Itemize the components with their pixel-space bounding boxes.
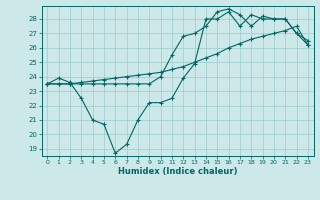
X-axis label: Humidex (Indice chaleur): Humidex (Indice chaleur)	[118, 167, 237, 176]
